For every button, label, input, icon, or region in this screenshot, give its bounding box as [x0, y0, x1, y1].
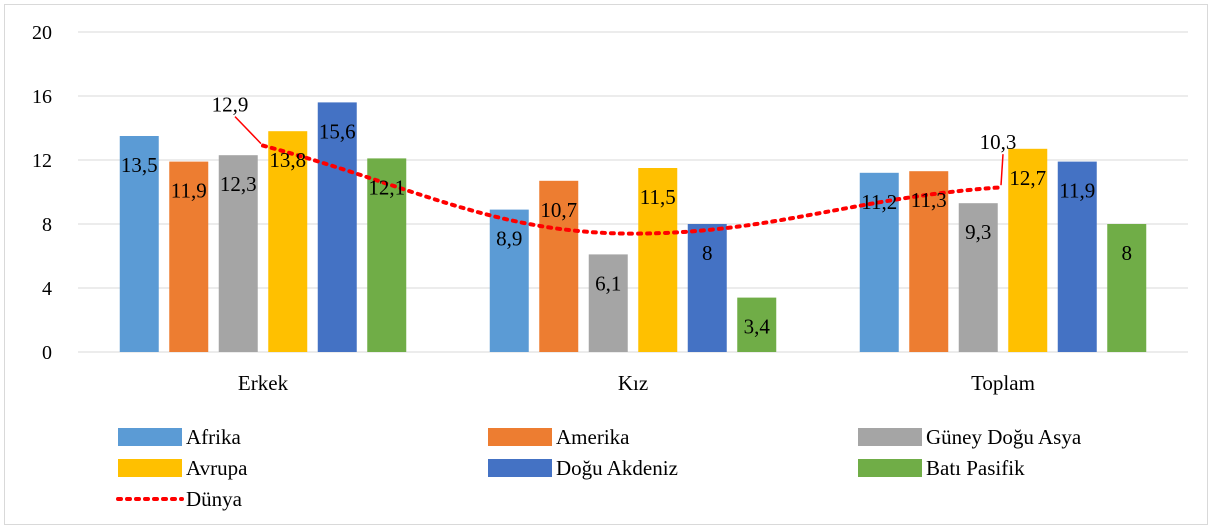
x-category-label: Erkek	[238, 371, 289, 395]
bar-2-kız	[539, 180, 579, 352]
bar-4-toplam	[1008, 148, 1048, 352]
bar-value-label: 11,5	[640, 185, 676, 209]
legend-label: Güney Doğu Asya	[926, 425, 1082, 449]
world-value-label: 12,9	[212, 93, 249, 117]
x-axis-categories: Erkek Kız Toplam	[238, 371, 1035, 395]
bar-6-toplam	[1107, 224, 1147, 352]
bar-value-label: 13,5	[121, 153, 158, 177]
bar-3-kız	[588, 254, 628, 352]
x-category-label: Kız	[618, 371, 648, 395]
world-leader-line	[234, 116, 262, 145]
legend-swatch	[118, 428, 182, 446]
world-line: 12,9 10,3	[212, 93, 1017, 236]
y-tick-label: 0	[42, 342, 52, 364]
gridlines	[78, 31, 1188, 353]
legend-label: Avrupa	[186, 456, 248, 480]
bar-value-label: 11,9	[171, 179, 207, 203]
bar-value-label: 8	[1122, 241, 1133, 265]
bar-2-erkek	[169, 161, 209, 352]
bar-value-label: 10,7	[540, 198, 577, 222]
legend-swatch	[488, 459, 552, 477]
bar-data-labels: 13,5 11,9 12,3 13,8 15,6 12,1 8,9 10,7 6,1 11,5 8 3…	[121, 119, 1132, 338]
y-tick-label: 4	[42, 278, 52, 300]
bar-value-label: 12,3	[220, 172, 257, 196]
legend-swatch	[488, 428, 552, 446]
y-tick-label: 12	[32, 150, 52, 172]
y-tick-label: 16	[32, 86, 52, 108]
legend-label: Batı Pasifik	[926, 456, 1025, 480]
world-value-label: 10,3	[980, 130, 1017, 154]
bar-5-kız	[687, 224, 727, 352]
legend-label: Afrika	[186, 425, 241, 449]
legend-swatch	[118, 459, 182, 477]
world-line-path	[261, 143, 1005, 236]
x-category-label: Toplam	[971, 371, 1035, 395]
bar-value-label: 9,3	[965, 220, 991, 244]
y-axis-ticks: 0 4 8 12 16 20	[32, 22, 52, 364]
bar-3-toplam	[958, 203, 998, 352]
bar-5-erkek	[317, 102, 357, 353]
bar-value-label: 11,9	[1059, 179, 1095, 203]
world-leader-line	[1000, 154, 1004, 186]
bars	[119, 102, 1147, 353]
bar-value-label: 11,3	[911, 188, 947, 212]
bar-value-label: 3,4	[744, 315, 771, 339]
bar-6-erkek	[367, 158, 407, 352]
legend-label: Amerika	[556, 425, 630, 449]
bar-2-toplam	[909, 171, 949, 352]
legend-swatch	[858, 428, 922, 446]
bar-3-erkek	[218, 155, 258, 352]
bar-1-erkek	[119, 136, 159, 352]
bar-value-label: 13,8	[269, 148, 306, 172]
y-tick-label: 20	[32, 22, 52, 44]
bar-value-label: 8	[702, 241, 713, 265]
bar-value-label: 6,1	[595, 271, 621, 295]
bar-5-toplam	[1057, 161, 1097, 352]
bar-1-kız	[489, 209, 529, 352]
legend-swatch	[858, 459, 922, 477]
bar-value-label: 8,9	[496, 227, 522, 251]
bar-value-label: 11,2	[861, 190, 897, 214]
bar-4-erkek	[268, 131, 308, 352]
legend-label: Dünya	[186, 487, 243, 511]
bar-value-label: 12,7	[1009, 166, 1046, 190]
bar-value-label: 12,1	[368, 175, 405, 199]
bar-value-label: 15,6	[319, 119, 356, 143]
legend: Afrika Amerika Güney Doğu Asya Avrupa Doğu A…	[116, 425, 1082, 511]
legend-label: Doğu Akdeniz	[556, 456, 678, 480]
bar-6-kız	[737, 297, 777, 352]
bar-4-kız	[638, 168, 678, 352]
y-tick-label: 8	[42, 214, 52, 236]
